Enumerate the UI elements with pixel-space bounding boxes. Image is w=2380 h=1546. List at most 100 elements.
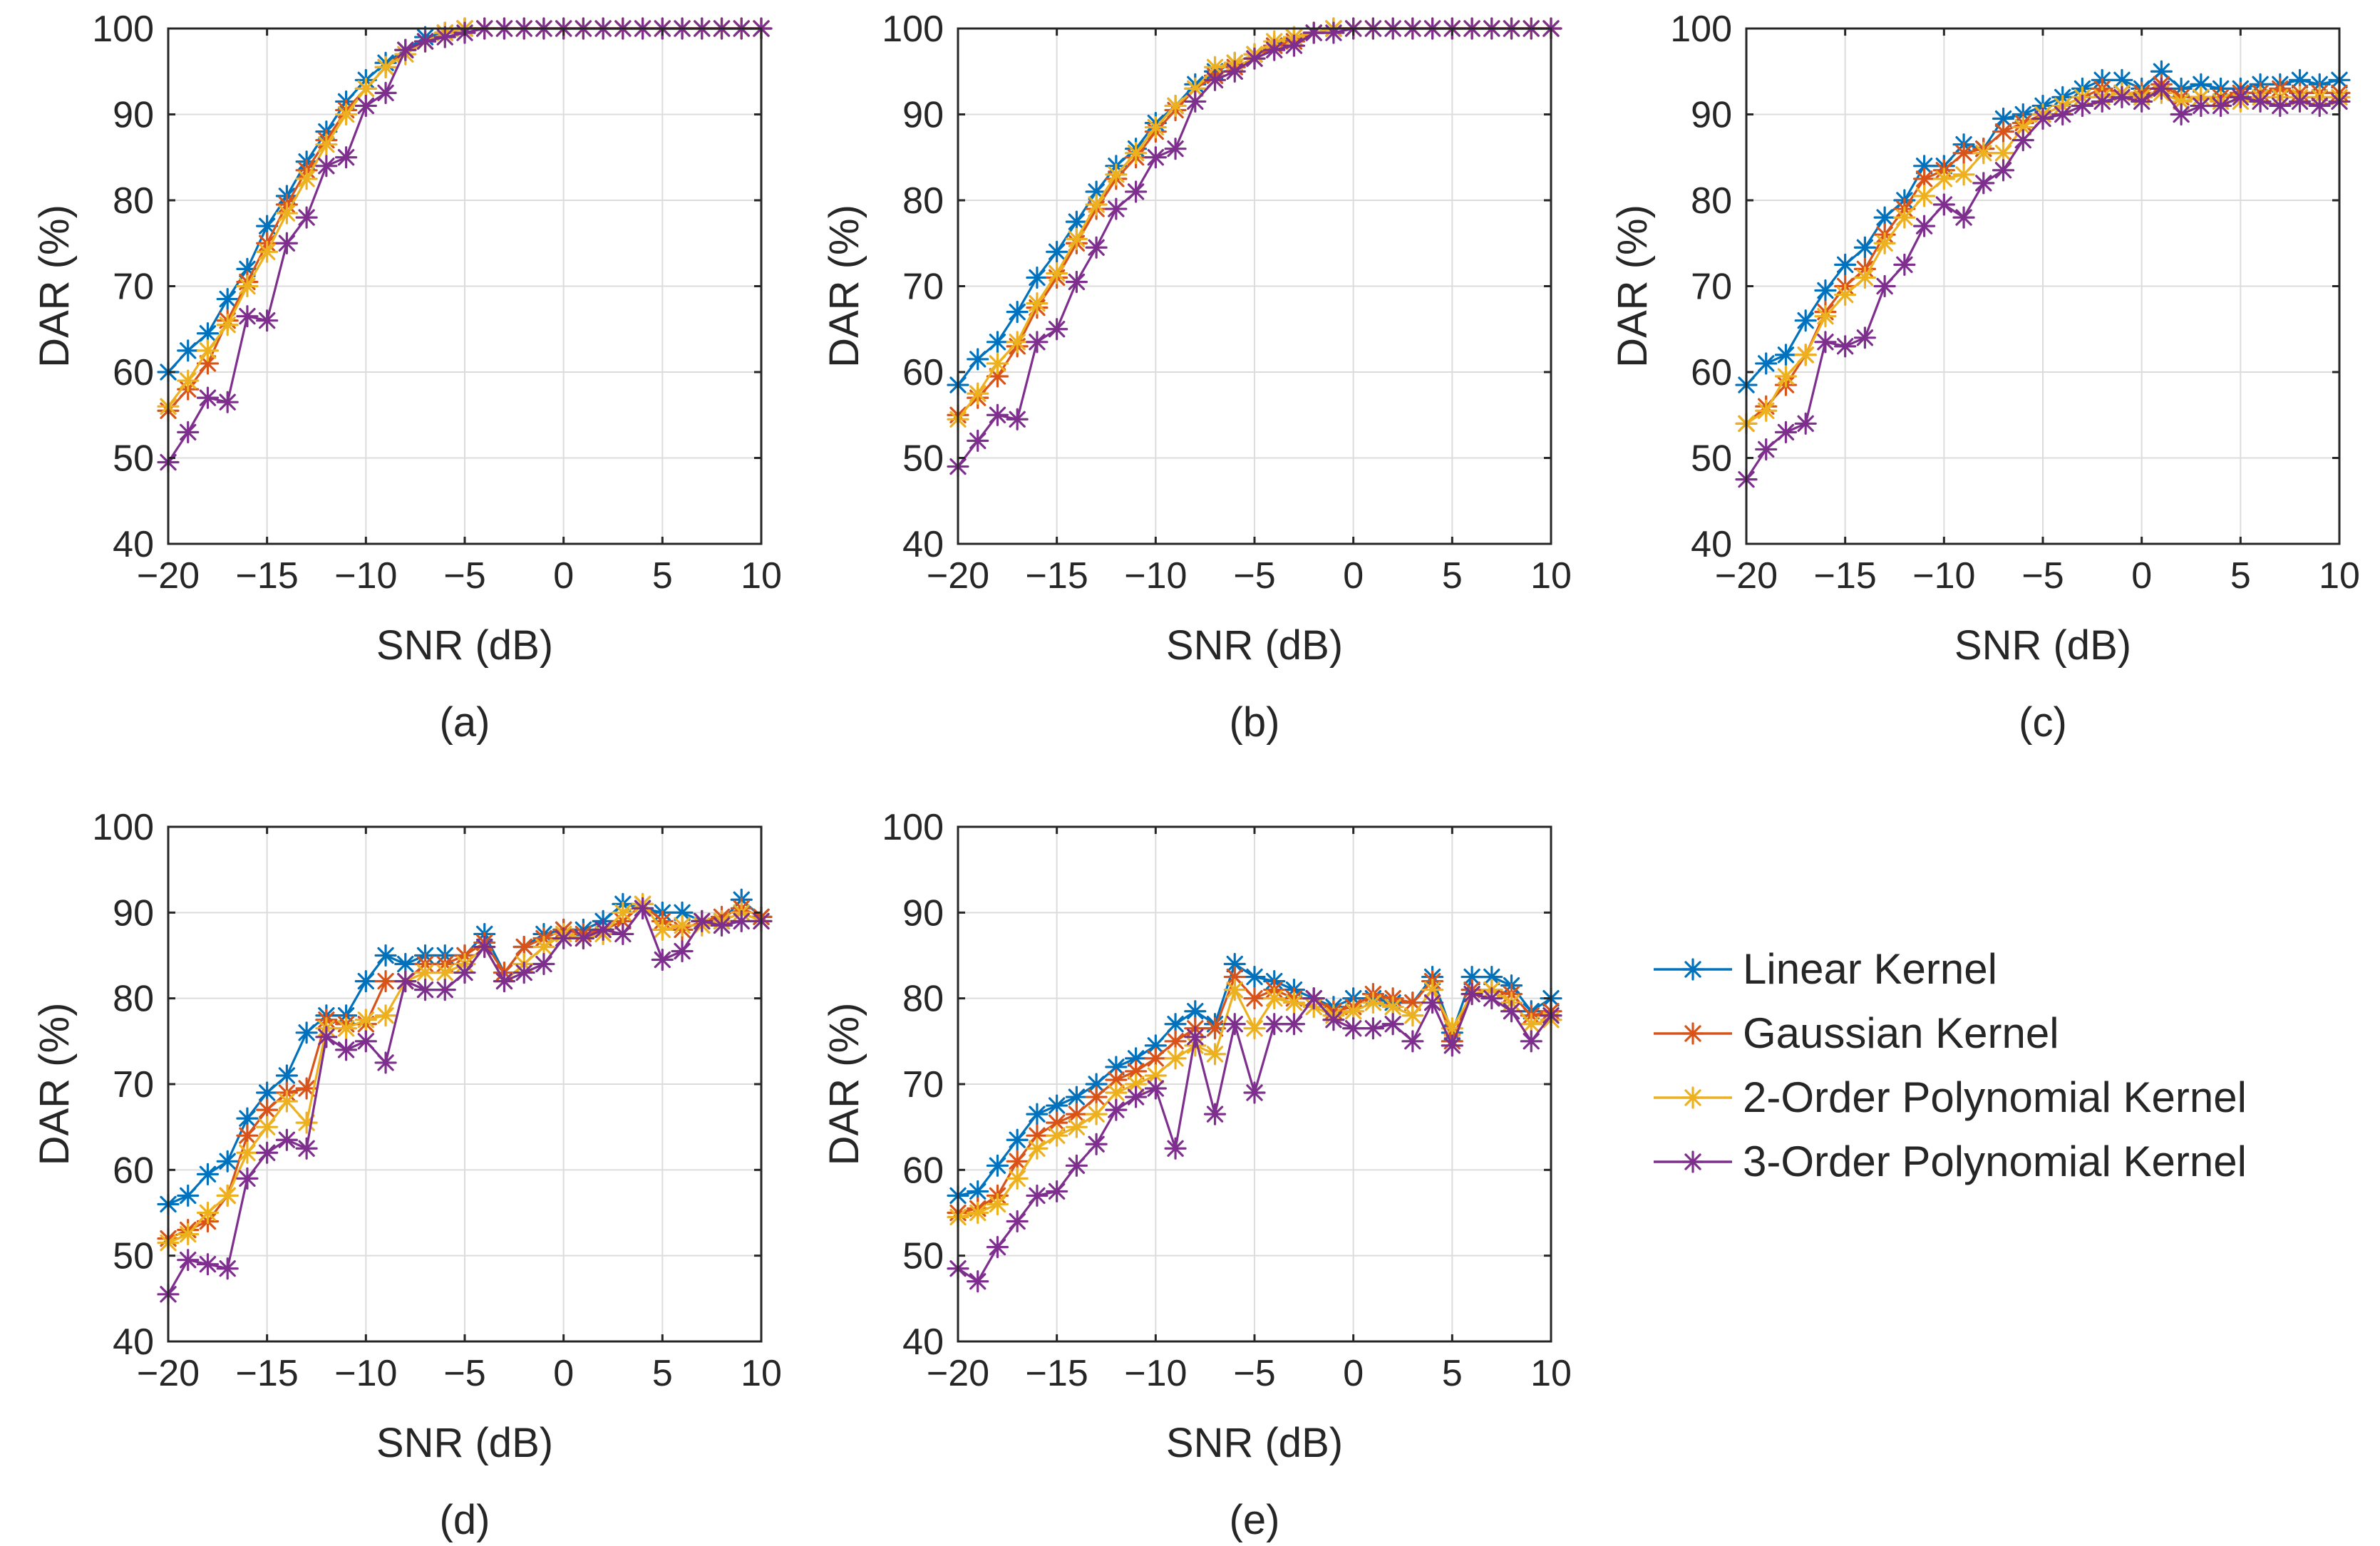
x-tick-label: −15 [1814,555,1877,597]
data-point [1972,172,1995,195]
data-point [2229,86,2252,108]
y-axis-label: DAR (%) [1609,205,1656,368]
data-point [552,927,575,950]
data-point [1006,1128,1029,1151]
data-point [196,1201,220,1225]
data-point [256,1081,279,1104]
data-point [216,287,239,311]
x-axis-label: SNR (dB) [1166,1420,1343,1466]
data-point [1322,1009,1345,1031]
data-point [275,1128,298,1151]
data-point [1164,1137,1187,1160]
x-tick-label: 10 [1530,555,1572,597]
data-point [1026,266,1049,289]
data-point [295,168,318,190]
data-point [1834,283,1857,306]
data-point [1381,1013,1404,1036]
data-point [512,961,535,984]
data-point [1282,991,1306,1014]
data-point [275,1090,298,1113]
data-point [1085,236,1108,259]
data-point [1164,94,1187,118]
data-point [1046,1124,1068,1147]
data-point [354,1009,377,1031]
data-point [374,56,397,78]
legend-marker [1681,1022,1704,1045]
data-point [1873,274,1896,298]
data-point [1342,1000,1365,1023]
legend-label: Gaussian Kernel [1743,1009,2059,1057]
data-point [1342,1017,1365,1040]
data-point [1203,1017,1227,1040]
data-point [1164,138,1187,160]
y-tick-label: 60 [902,352,944,393]
data-point [612,922,634,946]
x-axis-label: SNR (dB) [1954,622,2131,669]
x-tick-label: −15 [236,555,299,597]
x-tick-label: 10 [741,555,782,597]
y-tick-label: 100 [882,807,944,848]
data-point [1932,168,1955,190]
data-point [1401,1030,1424,1053]
data-point [1992,159,2015,182]
data-point [1105,197,1128,220]
data-point [1302,21,1325,44]
data-point [1065,1154,1088,1177]
data-point [1893,206,1916,229]
data-point [196,339,220,362]
data-point [374,944,397,967]
y-tick-label: 70 [902,267,944,308]
data-point [1263,38,1286,61]
data-point [2011,129,2034,152]
y-tick-label: 40 [1691,524,1732,565]
ticks [957,27,1552,545]
data-point [453,961,476,984]
data-point [967,429,989,453]
data-point [1282,34,1306,57]
data-point [2190,73,2212,96]
x-tick-label: −20 [137,555,200,597]
x-tick-label: 0 [1343,1353,1364,1394]
data-point [2131,90,2153,113]
x-tick-label: 5 [1442,1353,1463,1394]
data-point [1144,1064,1167,1087]
x-axis-label: SNR (dB) [376,1420,553,1466]
y-tick-label: 40 [902,524,944,565]
data-point [1046,1111,1068,1134]
data-point [1203,1103,1227,1125]
y-tick-label: 80 [902,979,944,1020]
legend-item: 2-Order Polynomial Kernel [1654,1073,2247,1121]
data-point [335,146,358,169]
data-point [1794,412,1817,435]
data-point [2288,68,2312,91]
panel-caption: (b) [1230,699,1280,746]
data-point [1006,301,1029,324]
x-tick-label: −5 [1233,555,1275,597]
y-tick-label: 50 [902,438,944,480]
data-point [1755,399,1778,422]
data-point [413,30,437,53]
data-point [1065,1115,1088,1138]
y-tick-label: 90 [113,95,154,136]
data-point [1026,1137,1049,1160]
data-point [256,1115,279,1138]
data-point [1164,1047,1187,1070]
data-point [1461,983,1483,1006]
data-point [315,133,338,156]
data-point [256,1098,279,1121]
data-point [671,901,694,924]
data-point [1853,266,1876,289]
data-point [1026,331,1049,354]
data-point [177,421,200,443]
y-tick-label: 50 [902,1236,944,1277]
data-point [275,202,298,225]
data-point [216,391,239,413]
data-point [1223,952,1246,976]
data-point [236,274,259,298]
y-tick-label: 80 [902,180,944,222]
data-point [196,1253,220,1276]
y-tick-label: 80 [113,180,154,222]
x-tick-label: −10 [1124,555,1187,597]
x-axis-label: SNR (dB) [1166,622,1343,669]
